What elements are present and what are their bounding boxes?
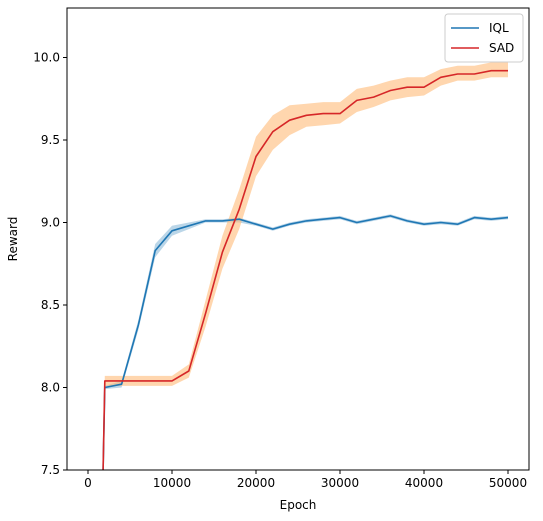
series-lines	[102, 69, 509, 471]
y-tick-label: 8.0	[41, 381, 60, 395]
legend-label-sad: SAD	[489, 41, 514, 55]
confidence-bands	[103, 62, 508, 471]
legend-label-iql: IQL	[489, 21, 509, 35]
x-axis-ticks: 0 10000 20000 30000 40000 50000	[84, 470, 527, 490]
y-axis-label: Reward	[6, 217, 20, 262]
iql-confidence-band	[103, 214, 508, 470]
legend: IQL SAD	[444, 13, 524, 63]
y-axis-ticks: 7.5 8.0 8.5 9.0 9.5 10.0	[33, 51, 67, 477]
y-tick-label: 10.0	[33, 51, 60, 65]
x-tick-label: 10000	[153, 476, 191, 490]
y-tick-label: 8.5	[41, 298, 60, 312]
x-tick-label: 50000	[489, 476, 527, 490]
y-tick-label: 7.5	[41, 463, 60, 477]
sad-series-line	[102, 69, 508, 471]
x-tick-label: 20000	[237, 476, 275, 490]
x-axis-label: Epoch	[280, 498, 317, 512]
y-tick-label: 9.5	[41, 133, 60, 147]
legend-box	[444, 13, 524, 63]
x-tick-label: 30000	[321, 476, 359, 490]
x-tick-label: 40000	[405, 476, 443, 490]
iql-series-line	[102, 215, 509, 471]
plot-area-frame	[66, 7, 530, 471]
sad-confidence-band	[103, 62, 508, 471]
x-tick-label: 0	[84, 476, 92, 490]
y-tick-label: 9.0	[41, 216, 60, 230]
